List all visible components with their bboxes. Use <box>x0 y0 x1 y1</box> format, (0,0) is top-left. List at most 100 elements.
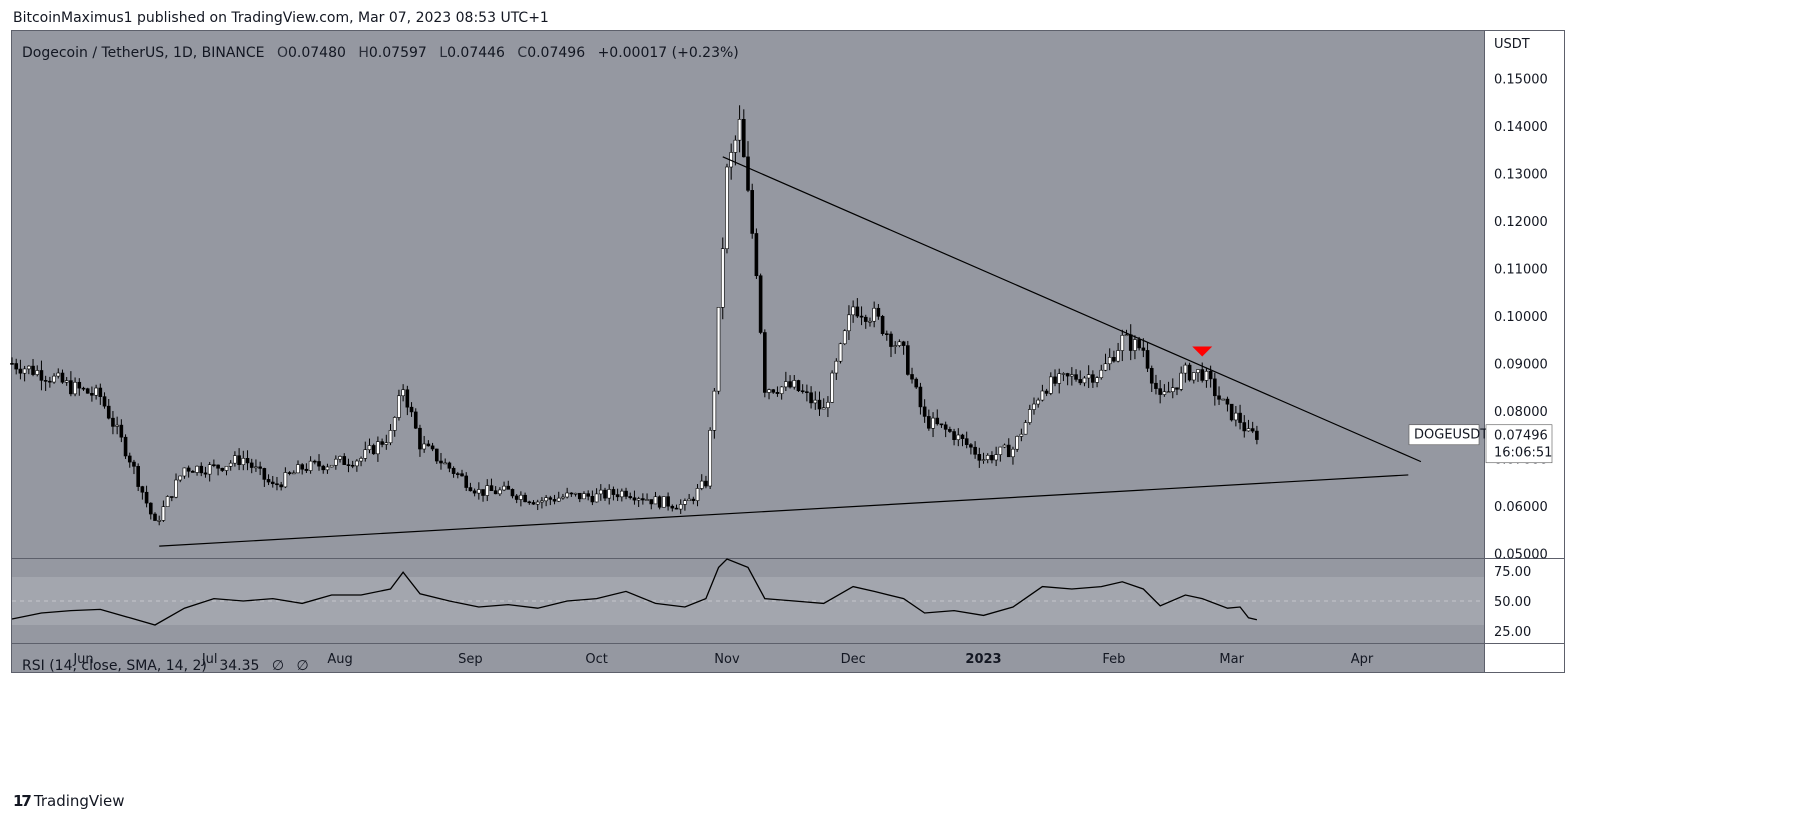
high-key: H <box>358 45 369 61</box>
candle <box>203 466 208 478</box>
candle <box>863 314 868 329</box>
candle-down <box>81 387 86 390</box>
candle <box>472 488 477 497</box>
candle <box>952 428 956 446</box>
candle <box>851 300 855 323</box>
candle-up <box>620 490 624 498</box>
candle <box>716 307 721 395</box>
candle-up <box>165 496 170 507</box>
candle <box>758 273 763 335</box>
rsi-tick-label: 50.00 <box>1494 595 1531 610</box>
candle-down <box>964 438 969 445</box>
candle <box>1196 369 1200 382</box>
candle-down <box>910 374 914 380</box>
candle <box>788 375 792 389</box>
candle <box>422 435 426 453</box>
candle-down <box>927 416 931 429</box>
candle <box>1107 348 1112 371</box>
candle <box>552 494 557 505</box>
candle <box>699 474 704 491</box>
candle <box>901 340 906 355</box>
candle <box>186 465 191 478</box>
candle-down <box>279 484 283 488</box>
candle <box>317 454 321 471</box>
candle-up <box>1057 373 1062 384</box>
candle <box>725 163 729 254</box>
candle <box>111 411 115 435</box>
candle-down <box>287 472 292 475</box>
candle-up <box>981 459 986 461</box>
candle <box>1187 362 1192 382</box>
candle-down <box>426 443 431 447</box>
candle-up <box>1015 436 1019 450</box>
rsi-value: 34.35 <box>219 658 260 674</box>
candle <box>784 371 788 391</box>
candle <box>14 358 19 375</box>
candle <box>695 484 700 507</box>
candle-up <box>699 480 704 489</box>
candle <box>388 424 393 446</box>
candle <box>73 377 77 397</box>
candle-up <box>683 500 687 505</box>
candle <box>531 500 536 505</box>
candle-up <box>502 485 506 491</box>
candle-down <box>77 381 82 389</box>
candle <box>603 487 607 501</box>
change-value: +0.00017 (+0.23%) <box>597 45 739 61</box>
candle-up <box>847 314 851 332</box>
candle <box>1255 425 1259 445</box>
candle <box>964 431 969 449</box>
candle <box>1061 372 1066 382</box>
candle-down <box>603 489 607 499</box>
candle-down <box>98 387 103 397</box>
candle <box>880 314 885 336</box>
candle-up <box>872 307 876 322</box>
candle <box>620 488 624 502</box>
candle-up <box>1036 399 1040 405</box>
last-price-box <box>1485 424 1553 464</box>
candle-down <box>1145 350 1150 369</box>
candle-down <box>1200 369 1205 381</box>
candle-up <box>22 368 27 374</box>
candle-up <box>64 380 69 383</box>
price-tick-label: 0.10000 <box>1494 310 1548 325</box>
candle <box>897 339 902 348</box>
candle <box>401 384 405 402</box>
candle <box>1023 419 1028 435</box>
candle-down <box>199 465 204 474</box>
candle <box>451 466 456 478</box>
price-tick-label: 0.11000 <box>1494 262 1548 277</box>
candle <box>468 482 473 492</box>
candle <box>439 452 443 470</box>
candle-down <box>186 467 191 472</box>
candle <box>1192 372 1196 384</box>
candle-down <box>119 424 124 438</box>
candle-down <box>817 399 822 410</box>
candle-up <box>359 458 363 462</box>
candle-down <box>270 481 275 485</box>
candle-down <box>430 445 435 450</box>
candle-down <box>641 498 645 501</box>
candle-down <box>481 489 485 496</box>
candle <box>859 306 864 326</box>
last-price-label: 0.07496 <box>1494 429 1548 444</box>
candle-up <box>334 458 338 466</box>
rsi-line <box>11 558 1258 626</box>
price-tick-label: 0.09000 <box>1494 357 1548 372</box>
candle <box>741 109 746 158</box>
candle <box>628 492 633 500</box>
rsi-name: RSI (14, close, SMA, 14, 2) <box>22 658 207 674</box>
candle-up <box>594 493 599 503</box>
candle-up <box>1049 376 1053 394</box>
candle <box>1204 367 1209 388</box>
candle <box>826 396 830 418</box>
candle-up <box>178 475 183 481</box>
candle-down <box>170 496 174 498</box>
candle <box>283 467 288 489</box>
candle <box>632 490 637 505</box>
candle <box>1225 396 1230 412</box>
candle <box>258 461 262 476</box>
candle <box>1078 370 1083 386</box>
footer-brand[interactable]: 𝟭𝟳 TradingView <box>13 792 125 810</box>
